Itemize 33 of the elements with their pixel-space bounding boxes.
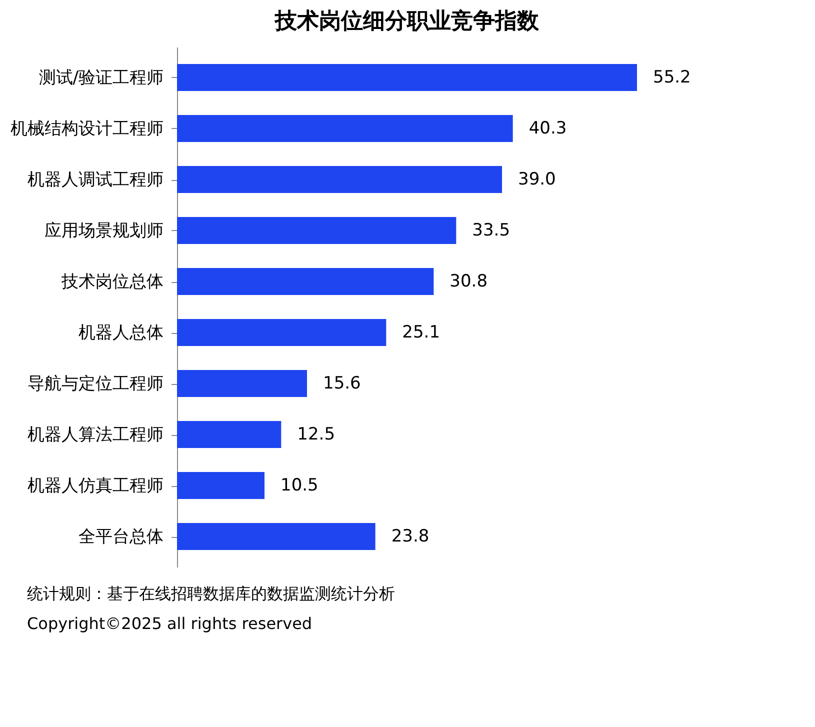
bar <box>177 115 513 142</box>
y-tick-label: 测试/验证工程师 <box>38 68 164 88</box>
bar <box>177 523 376 550</box>
data-label: 10.5 <box>280 476 318 496</box>
y-tick-label: 导航与定位工程师 <box>28 374 164 394</box>
bar <box>177 217 456 244</box>
y-tick-label: 机器人算法工程师 <box>28 425 164 445</box>
bar <box>177 319 386 346</box>
bar <box>177 421 282 448</box>
y-tick-label: 机械结构设计工程师 <box>10 119 164 139</box>
bar <box>177 268 434 295</box>
y-tick-label: 机器人仿真工程师 <box>28 476 164 496</box>
bar <box>177 472 264 499</box>
y-tick-label: 机器人调试工程师 <box>28 170 164 190</box>
data-label: 39.0 <box>518 170 556 190</box>
text: Copyright©2025 all rights reserved <box>27 614 312 633</box>
data-label: 55.2 <box>653 68 691 88</box>
data-label: 30.8 <box>450 272 488 292</box>
bar <box>177 64 637 91</box>
data-label: 15.6 <box>323 374 361 394</box>
bar <box>177 166 502 193</box>
chart-title: 技术岗位细分职业竞争指数 <box>274 8 540 34</box>
y-tick-label: 机器人总体 <box>78 323 164 343</box>
data-label: 40.3 <box>528 118 567 138</box>
y-tick-label: 全平台总体 <box>78 527 164 547</box>
data-label: 25.1 <box>402 322 440 342</box>
data-label: 33.5 <box>472 220 510 240</box>
data-label: 12.5 <box>297 424 336 444</box>
y-tick-label: 应用场景规划师 <box>44 221 164 241</box>
data-label: 23.8 <box>391 526 430 546</box>
text: 统计规则：基于在线招聘数据库的数据监测统计分析 <box>27 584 395 603</box>
y-tick-label: 技术岗位总体 <box>60 272 164 292</box>
bar <box>177 370 307 397</box>
